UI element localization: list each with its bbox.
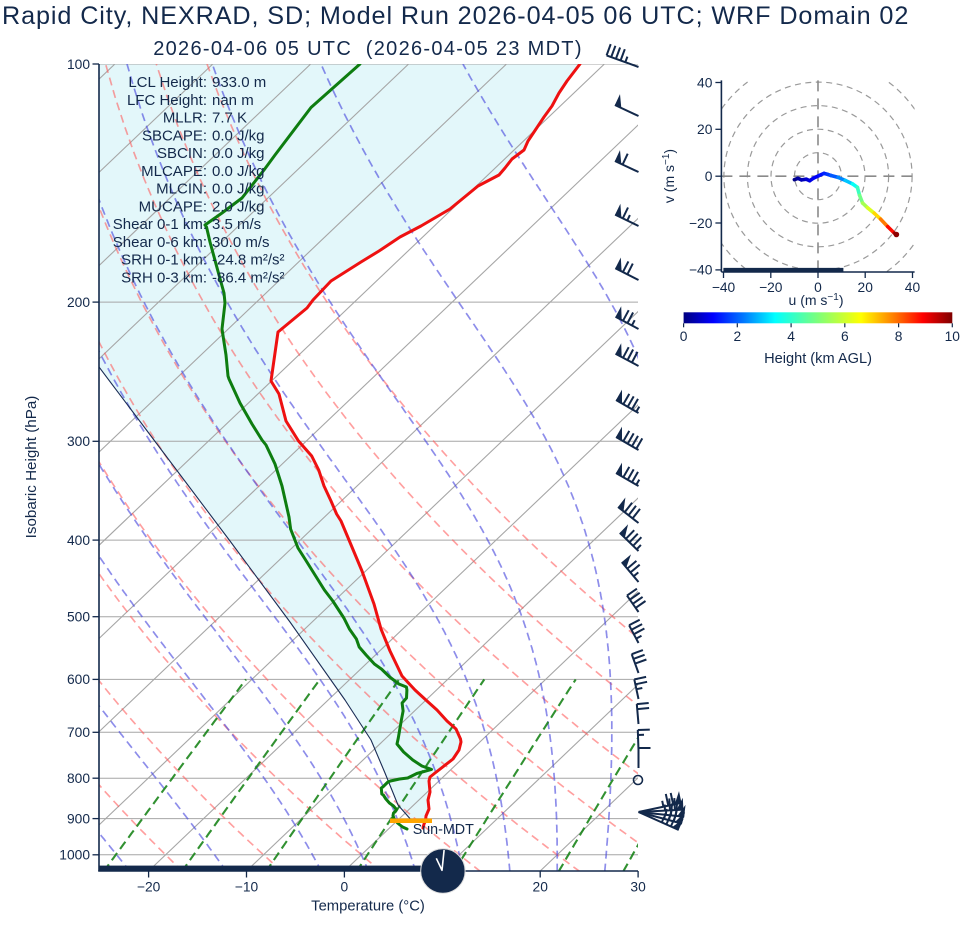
svg-text:-86.4 m²/s²: -86.4 m²/s² [212,269,285,286]
svg-text:Temperature (°C): Temperature (°C) [311,899,425,915]
svg-text:700: 700 [67,725,90,740]
svg-text:600: 600 [67,672,90,687]
svg-text:−20: −20 [689,216,713,231]
svg-text:nan m: nan m [212,92,254,109]
svg-text:LFC Height:: LFC Height: [127,92,207,109]
svg-text:−40: −40 [689,263,713,278]
svg-text:Height (km AGL): Height (km AGL) [764,351,872,367]
svg-text:100: 100 [67,57,90,72]
svg-text:30.0 m/s: 30.0 m/s [212,234,270,251]
svg-text:3.5 m/s: 3.5 m/s [212,216,261,233]
svg-text:Rapid City, NEXRAD, SD; Model: Rapid City, NEXRAD, SD; Model Run 2026-0… [2,2,909,30]
svg-text:2.0 J/kg: 2.0 J/kg [212,198,265,215]
svg-text:0: 0 [680,329,688,344]
svg-text:6: 6 [841,329,849,344]
svg-text:SBCIN:: SBCIN: [157,145,207,162]
svg-text:0.0 J/kg: 0.0 J/kg [212,127,265,144]
svg-text:40: 40 [905,280,921,295]
svg-text:0: 0 [341,880,349,895]
svg-text:4: 4 [787,329,795,344]
svg-text:900: 900 [67,811,90,826]
svg-text:40: 40 [697,75,713,90]
svg-text:0.0 J/kg: 0.0 J/kg [212,163,265,180]
svg-text:MLCAPE:: MLCAPE: [141,163,207,180]
svg-text:300: 300 [67,434,90,449]
svg-text:−20: −20 [137,880,161,895]
svg-text:30: 30 [630,880,646,895]
svg-text:MLCIN:: MLCIN: [156,181,207,198]
svg-text:SBCAPE:: SBCAPE: [142,127,207,144]
svg-text:20: 20 [697,122,713,137]
svg-text:SRH 0-3 km:: SRH 0-3 km: [121,269,207,286]
svg-text:−10: −10 [235,880,259,895]
svg-text:7.7 K: 7.7 K [212,110,247,127]
svg-text:400: 400 [67,533,90,548]
svg-text:2026-04-06 05 UTC (2026-04-05: 2026-04-06 05 UTC (2026-04-05 23 MDT) [153,38,583,60]
svg-text:0: 0 [705,169,713,184]
svg-text:800: 800 [67,771,90,786]
svg-text:10: 10 [945,329,961,344]
svg-text:20: 20 [533,880,549,895]
svg-text:20: 20 [858,280,874,295]
svg-text:-24.8 m²/s²: -24.8 m²/s² [212,252,285,269]
svg-text:8: 8 [895,329,903,344]
svg-text:−20: −20 [759,280,783,295]
svg-text:1000: 1000 [59,848,90,863]
svg-text:0.0 J/kg: 0.0 J/kg [212,145,265,162]
svg-text:933.0 m: 933.0 m [212,74,266,91]
svg-text:Shear 0-1 km:: Shear 0-1 km: [113,216,207,233]
svg-text:Shear 0-6 km:: Shear 0-6 km: [113,234,207,251]
svg-text:500: 500 [67,610,90,625]
svg-text:MLLR:: MLLR: [163,110,207,127]
svg-text:MUCAPE:: MUCAPE: [139,198,207,215]
svg-text:Isobaric Height (hPa): Isobaric Height (hPa) [23,396,40,539]
svg-text:LCL Height:: LCL Height: [128,74,207,91]
svg-text:Sun-MDT: Sun-MDT [413,822,474,838]
svg-text:0.0 J/kg: 0.0 J/kg [212,181,265,198]
svg-text:SRH 0-1 km:: SRH 0-1 km: [121,252,207,269]
svg-text:−40: −40 [712,280,736,295]
svg-text:2: 2 [733,329,741,344]
svg-text:200: 200 [67,295,90,310]
